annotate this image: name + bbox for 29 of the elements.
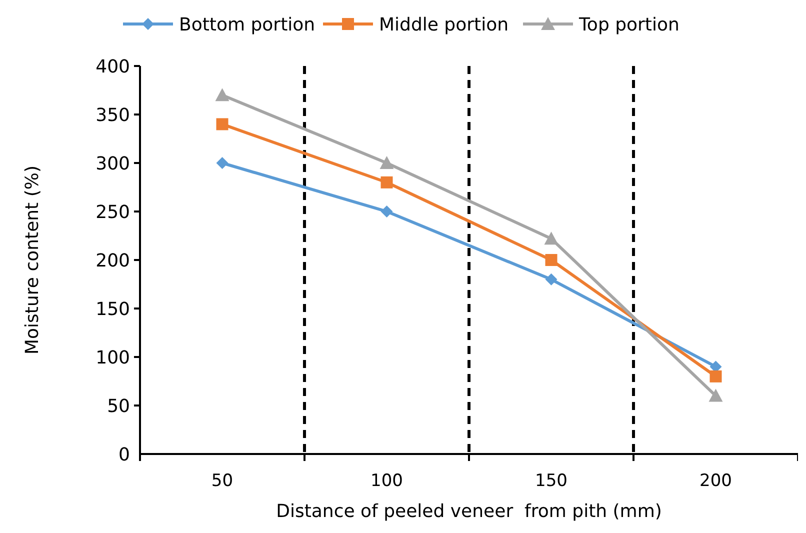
y-tick-label: 350 <box>96 104 130 126</box>
x-tick-label: 200 <box>700 471 732 491</box>
point <box>216 157 228 169</box>
legend-label: Bottom portion <box>179 14 316 36</box>
y-tick-label: 100 <box>96 347 130 368</box>
point <box>708 388 723 402</box>
y-tick-label: 50 <box>107 396 130 417</box>
y-axis-title: Moisture content (%) <box>22 166 43 354</box>
y-tick-label: 300 <box>96 153 130 174</box>
legend-label: Top portion <box>578 14 680 36</box>
point <box>380 176 393 188</box>
point <box>545 273 558 286</box>
legend-label: Middle portion <box>379 14 508 36</box>
point <box>215 88 230 102</box>
y-tick-label: 400 <box>96 56 130 78</box>
y-tick-label: 200 <box>96 250 130 272</box>
point <box>380 206 393 218</box>
x-tick-label: 50 <box>211 471 234 491</box>
y-tick-label: 250 <box>96 202 130 223</box>
x-tick-label: 100 <box>370 471 403 491</box>
point <box>710 370 722 382</box>
point <box>380 156 394 169</box>
point <box>544 232 558 245</box>
y-tick-label: 0 <box>118 444 130 466</box>
x-tick-label: 150 <box>535 471 568 491</box>
y-tick-label: 150 <box>96 298 130 320</box>
point <box>545 254 558 266</box>
point <box>216 118 228 130</box>
x-axis-title: Distance of peeled veneer from pith (mm) <box>276 501 662 522</box>
